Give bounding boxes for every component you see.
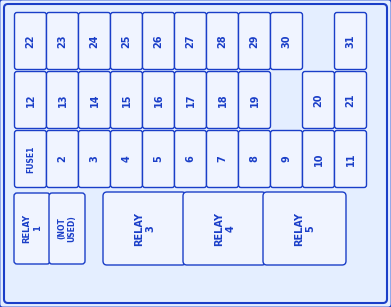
FancyBboxPatch shape <box>334 130 366 188</box>
Text: 5: 5 <box>154 156 163 162</box>
FancyBboxPatch shape <box>334 72 366 129</box>
Text: 23: 23 <box>57 34 68 48</box>
FancyBboxPatch shape <box>79 13 111 69</box>
FancyBboxPatch shape <box>303 130 334 188</box>
FancyBboxPatch shape <box>334 13 366 69</box>
FancyBboxPatch shape <box>111 72 142 129</box>
FancyBboxPatch shape <box>271 13 303 69</box>
Text: 10: 10 <box>314 152 323 166</box>
FancyBboxPatch shape <box>14 13 47 69</box>
Text: 24: 24 <box>90 34 99 48</box>
FancyBboxPatch shape <box>303 72 334 129</box>
FancyBboxPatch shape <box>79 72 111 129</box>
FancyBboxPatch shape <box>239 72 271 129</box>
Text: 25: 25 <box>122 34 131 48</box>
FancyBboxPatch shape <box>14 130 47 188</box>
FancyBboxPatch shape <box>174 130 206 188</box>
FancyBboxPatch shape <box>142 130 174 188</box>
FancyBboxPatch shape <box>103 192 186 265</box>
FancyBboxPatch shape <box>174 13 206 69</box>
FancyBboxPatch shape <box>47 13 79 69</box>
FancyBboxPatch shape <box>14 72 47 129</box>
Text: RELAY
3: RELAY 3 <box>134 212 155 246</box>
FancyBboxPatch shape <box>206 13 239 69</box>
FancyBboxPatch shape <box>111 130 142 188</box>
Text: 12: 12 <box>25 93 36 107</box>
FancyBboxPatch shape <box>239 130 271 188</box>
FancyBboxPatch shape <box>142 13 174 69</box>
Text: 8: 8 <box>249 156 260 162</box>
Text: RELAY
4: RELAY 4 <box>214 212 235 246</box>
Text: 14: 14 <box>90 93 99 107</box>
FancyBboxPatch shape <box>111 13 142 69</box>
Text: 13: 13 <box>57 93 68 107</box>
FancyBboxPatch shape <box>271 130 303 188</box>
FancyBboxPatch shape <box>47 72 79 129</box>
FancyBboxPatch shape <box>206 130 239 188</box>
FancyBboxPatch shape <box>206 72 239 129</box>
Text: 30: 30 <box>282 34 292 48</box>
Text: 27: 27 <box>185 34 196 48</box>
FancyBboxPatch shape <box>4 4 387 303</box>
FancyBboxPatch shape <box>49 193 85 264</box>
Text: 22: 22 <box>25 34 36 48</box>
FancyBboxPatch shape <box>183 192 266 265</box>
Text: (NOT
USED): (NOT USED) <box>57 215 77 242</box>
FancyBboxPatch shape <box>142 72 174 129</box>
Text: 9: 9 <box>282 156 292 162</box>
Text: 31: 31 <box>346 34 355 48</box>
FancyBboxPatch shape <box>14 193 50 264</box>
FancyBboxPatch shape <box>47 130 79 188</box>
Text: 28: 28 <box>217 34 228 48</box>
Text: 19: 19 <box>249 93 260 107</box>
Text: 3: 3 <box>90 156 99 162</box>
Text: FUSE1: FUSE1 <box>26 145 35 173</box>
Text: RELAY
1: RELAY 1 <box>22 214 42 243</box>
Text: 26: 26 <box>154 34 163 48</box>
Text: 6: 6 <box>185 156 196 162</box>
Text: 29: 29 <box>249 34 260 48</box>
Text: 18: 18 <box>217 93 228 107</box>
Text: 11: 11 <box>346 152 355 166</box>
Text: 2: 2 <box>57 156 68 162</box>
Text: 7: 7 <box>217 156 228 162</box>
FancyBboxPatch shape <box>263 192 346 265</box>
Text: 21: 21 <box>346 93 355 107</box>
Text: RELAY
5: RELAY 5 <box>294 212 315 246</box>
Text: 4: 4 <box>122 156 131 162</box>
Text: 20: 20 <box>314 93 323 107</box>
Text: 15: 15 <box>122 93 131 107</box>
Text: 16: 16 <box>154 93 163 107</box>
FancyBboxPatch shape <box>79 130 111 188</box>
FancyBboxPatch shape <box>239 13 271 69</box>
FancyBboxPatch shape <box>174 72 206 129</box>
Text: 17: 17 <box>185 93 196 107</box>
